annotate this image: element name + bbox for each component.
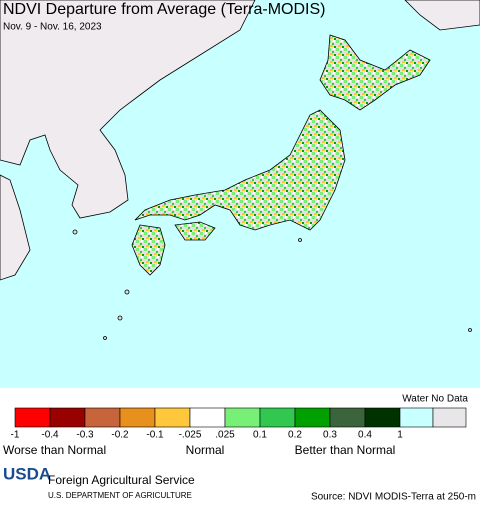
legend-label: -0.1 bbox=[146, 430, 164, 441]
legend-swatch bbox=[84, 407, 121, 428]
islands bbox=[72, 229, 472, 340]
department: U.S. DEPARTMENT OF AGRICULTURE bbox=[48, 491, 192, 500]
legend-label: 0.4 bbox=[358, 430, 372, 441]
legend-swatch bbox=[294, 407, 331, 428]
legend-swatch bbox=[364, 407, 401, 428]
legend-swatch bbox=[259, 407, 296, 428]
legend-label: .025 bbox=[215, 430, 235, 441]
legend-label: 0.3 bbox=[323, 430, 337, 441]
legend-swatch bbox=[224, 407, 261, 428]
legend-caption: Normal bbox=[186, 443, 225, 457]
legend-swatch bbox=[119, 407, 156, 428]
legend: -1 -0.4 -0.3 -0.2 -0.1 -.025 .025 0.1 0.2 0.3 0.4 1… bbox=[3, 407, 467, 457]
mainland bbox=[0, 0, 480, 281]
legend-label: -0.2 bbox=[111, 430, 129, 441]
legend-extra-title: Water No Data bbox=[402, 394, 468, 405]
source: Source: NDVI MODIS-Terra at 250-m bbox=[311, 492, 476, 503]
legend-caption: Better than Normal bbox=[295, 443, 396, 457]
agency: Foreign Agricultural Service bbox=[48, 473, 195, 487]
map-date: Nov. 9 - Nov. 16, 2023 bbox=[3, 22, 102, 33]
legend-swatch bbox=[14, 407, 51, 428]
legend-label: -0.3 bbox=[76, 430, 94, 441]
legend-label: 0.1 bbox=[253, 430, 267, 441]
japan bbox=[131, 34, 431, 276]
legend-label: -.025 bbox=[179, 430, 202, 441]
legend-swatch bbox=[154, 407, 191, 428]
legend-extra-swatch bbox=[399, 407, 434, 428]
map-title: NDVI Departure from Average (Terra-MODIS… bbox=[3, 1, 325, 18]
legend-swatch bbox=[329, 407, 366, 428]
legend-extra-swatch bbox=[432, 407, 467, 428]
legend-swatch bbox=[49, 407, 86, 428]
legend-swatch bbox=[189, 407, 226, 428]
legend-caption: Worse than Normal bbox=[3, 443, 106, 457]
legend-label: -1 bbox=[11, 430, 20, 441]
legend-label: 1 bbox=[397, 430, 403, 441]
legend-label: -0.4 bbox=[41, 430, 59, 441]
legend-label: 0.2 bbox=[288, 430, 302, 441]
logo: USDA bbox=[3, 464, 51, 483]
